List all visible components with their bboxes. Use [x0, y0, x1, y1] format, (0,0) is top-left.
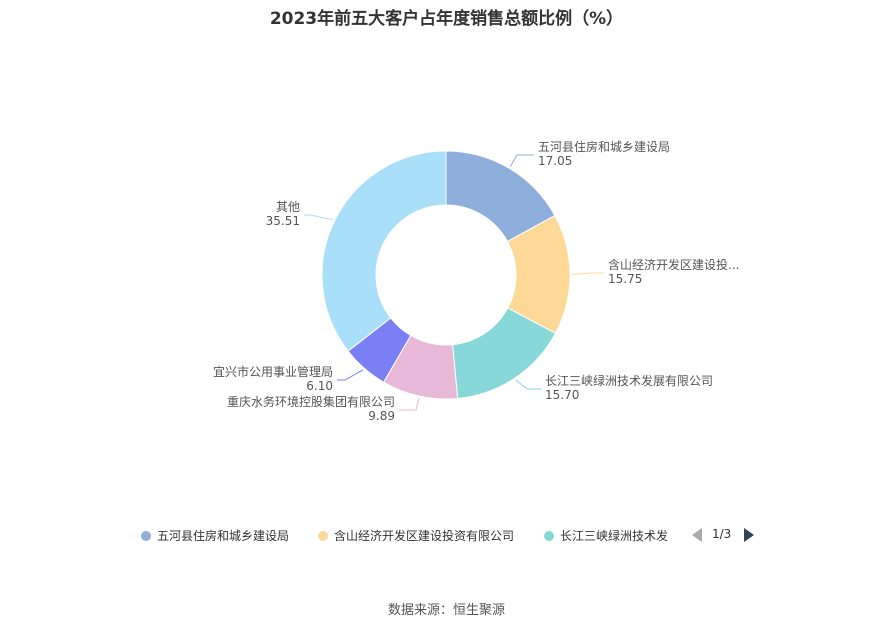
leader-line	[399, 397, 420, 411]
slice-value-label: 35.51	[266, 214, 300, 228]
pager-prev-icon[interactable]	[692, 528, 702, 542]
legend-label: 长江三峡绿洲技术发	[560, 529, 669, 543]
slice-label: 含山经济开发区建设投...	[608, 257, 739, 272]
legend-item-1[interactable]: 五河县住房和城乡建设局	[141, 527, 289, 544]
data-source: 数据来源：恒生聚源	[387, 603, 505, 618]
leader-line	[337, 369, 364, 381]
legend-label: 含山经济开发区建设投资有限公司	[334, 529, 515, 543]
slice-label: 重庆水务环境控股集团有限公司	[227, 394, 395, 409]
legend-dot-icon	[141, 531, 151, 541]
legend-dot-icon	[318, 531, 328, 541]
legend-item-2[interactable]: 含山经济开发区建设投资有限公司	[318, 527, 514, 544]
slice-label: 五河县住房和城乡建设局	[538, 139, 670, 154]
legend-dot-icon	[544, 531, 554, 541]
slice-value-label: 15.70	[545, 388, 579, 402]
slice-value-label: 17.05	[538, 154, 572, 168]
leader-line	[304, 214, 333, 221]
slice-value-label: 15.75	[608, 272, 642, 286]
chart-title: 2023年前五大客户占年度销售总额比例（%）	[269, 9, 624, 29]
chart-legend: 五河县住房和城乡建设局 含山经济开发区建设投资有限公司 长江三峡绿洲技术发 1/…	[0, 524, 893, 546]
slice-label: 其他	[276, 200, 300, 214]
slice-label: 长江三峡绿洲技术发展有限公司	[545, 373, 713, 388]
legend-item-3[interactable]: 长江三峡绿洲技术发	[544, 527, 668, 544]
slice-label: 宜兴市公用事业管理局	[213, 364, 333, 379]
pie-slice[interactable]	[321, 150, 447, 352]
slice-value-label: 6.10	[306, 379, 333, 393]
leader-line	[515, 379, 541, 390]
slice-value-label: 9.89	[368, 409, 395, 423]
pager-text: 1/3	[712, 527, 732, 541]
pager-next-icon[interactable]	[744, 528, 754, 542]
leader-line	[571, 272, 604, 275]
legend-label: 五河县住房和城乡建设局	[157, 529, 290, 543]
leader-line	[509, 154, 534, 167]
